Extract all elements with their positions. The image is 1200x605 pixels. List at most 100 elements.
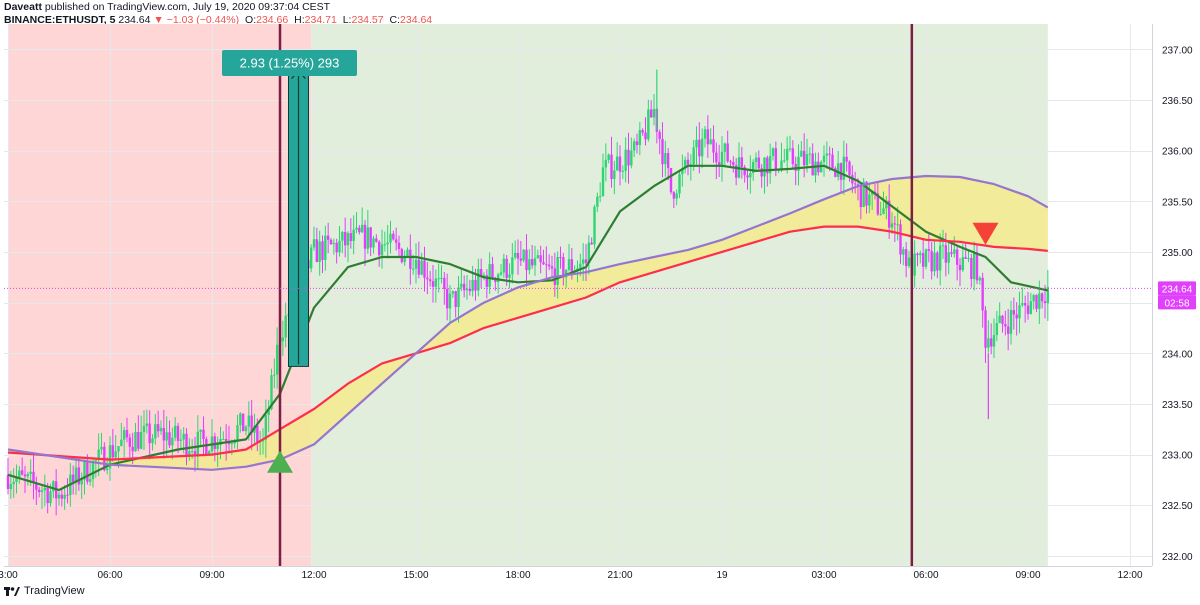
candle-up [380,229,384,269]
candle-body [717,162,721,165]
price-chart[interactable]: 2.93 (1.25%) 293 232.00 232.50 233.00 233.50… [0,0,1200,585]
candle-body [97,449,100,460]
candle-body [482,275,486,277]
candle-body [423,260,426,278]
candle-body [604,159,608,168]
candle-body [173,425,177,438]
candle-down [417,241,421,279]
candle-up [907,251,911,269]
candle-down [649,100,653,118]
candle-up [471,265,474,297]
candle-down [627,132,630,184]
candle-up [389,220,392,254]
candle-body [859,184,863,208]
candle-body [111,445,115,458]
candle-down [1040,292,1044,309]
candle-up [222,431,225,441]
candle-down [853,171,857,194]
candle-body [29,471,32,474]
y-tick-label: 236.50 [1162,96,1193,107]
candle-down [641,128,644,136]
candle-body [426,277,429,280]
candle-body [460,283,463,288]
candle-up [536,249,540,259]
candle-body [916,253,919,256]
candle-up [338,225,341,257]
candle-body [190,451,194,453]
high-label: H: [294,14,305,26]
candle-down [329,238,333,245]
candle-body [380,244,384,256]
candle-body [683,159,687,169]
candle-body [627,149,630,166]
candle-body [743,167,746,176]
candle-up [80,472,83,499]
author[interactable]: Daveatt [4,1,42,13]
candle-body [193,451,197,457]
candle-down [397,235,401,259]
candle-body [60,494,64,499]
candle-body [1026,305,1030,314]
candle-up [267,400,270,433]
candle-down [193,436,197,472]
candle-down [369,226,372,257]
candle-up [522,249,525,263]
candle-body [958,264,962,271]
candle-body [1029,301,1033,314]
candle-body [800,150,803,157]
candle-body [953,249,956,254]
candle-down [1006,308,1010,351]
candle-down [516,239,520,275]
candle-body [205,439,208,455]
y-tick-label: 233.50 [1162,400,1193,411]
candle-up [681,154,684,187]
candle-up [236,414,239,450]
candle-down [545,246,548,281]
candle-down [375,234,378,243]
x-tick-label: 09:00 [1015,570,1040,581]
candle-up [879,201,882,216]
candle-down [111,429,115,462]
candle-up [709,128,712,145]
candle-down [315,227,319,263]
candle-body [522,249,525,261]
candle-up [1018,291,1021,334]
candle-body [86,461,89,482]
candle-body [57,494,61,499]
candle-down [66,478,69,504]
candle-body [788,148,792,150]
candle-body [321,241,324,260]
candle-up [352,215,355,255]
candle-up [312,226,316,251]
candle-body [681,168,684,175]
candle-up [139,415,143,450]
candle-down [610,136,613,188]
candle-up [652,93,656,126]
candle-body [273,374,276,376]
candle-body [9,484,13,490]
candle-down [845,143,848,172]
candle-body [35,482,38,490]
candle-down [955,246,959,281]
candle-body [740,157,744,168]
candle-down [975,244,979,285]
candle-body [760,168,763,177]
footer-brand[interactable]: TradingView [24,585,85,597]
candle-body [355,227,358,230]
candle-down [213,432,217,462]
gridlines [4,24,1152,566]
candle-up [346,231,350,263]
candle-body [754,157,758,163]
candle-body [46,487,49,504]
candle-down [717,144,721,178]
candle-down [423,246,426,292]
tradingview-logo-icon[interactable] [4,586,20,597]
candle-down [746,170,749,190]
high-value: 234.71 [304,14,337,26]
candle-up [978,276,982,285]
candle-body [437,278,440,280]
candle-body [117,446,120,452]
candle-body [672,192,676,199]
candle-up [664,140,667,177]
candle-body [171,437,174,446]
